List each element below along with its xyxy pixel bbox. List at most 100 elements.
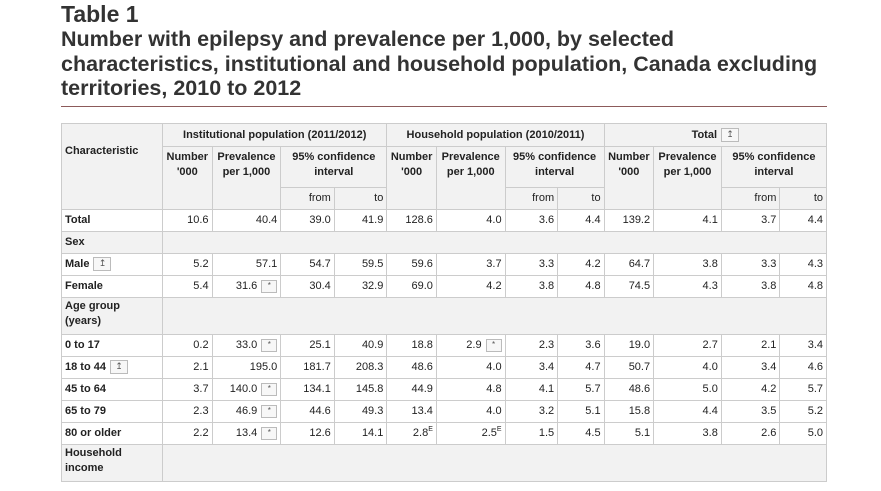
table-cell: 4.0 [435, 356, 506, 379]
cell-value: 3.2 [538, 405, 555, 417]
table-cell: 30.4 [280, 275, 335, 298]
cell-value: 32.9 [361, 280, 384, 292]
table-cell: 4.4 [653, 400, 722, 423]
table-cell: 4.6 [779, 356, 827, 379]
table-cell: 44.9 [386, 378, 437, 401]
cell-value: 39.0 [309, 214, 331, 226]
cell-value: 5.0 [702, 383, 718, 395]
cell-value: 4.2 [585, 258, 601, 270]
table-row: Female 5.4 31.6 * 30.4 32.9 69.0 4.2 3.8 4.8 74.5… [60, 275, 827, 298]
table-cell: 3.4 [504, 356, 559, 379]
cell-value: 4.3 [807, 258, 823, 270]
group-filler [162, 444, 827, 482]
cell-value: 74.5 [628, 280, 651, 292]
cell-value: 69.0 [411, 280, 433, 292]
table-cell: 140.0 * [211, 378, 282, 401]
cell-value: 2.8 [412, 427, 429, 439]
cell-value: 2.3 [193, 405, 209, 417]
footnote-icon[interactable]: ↥ [721, 128, 740, 143]
significance-icon[interactable]: * [261, 405, 278, 418]
cell-value: 2.6 [761, 427, 777, 439]
cell-value: 57.1 [255, 258, 278, 270]
cell-value: 4.1 [538, 383, 555, 395]
table-cell: 181.7 [280, 356, 335, 379]
cell-value: 4.3 [702, 280, 718, 292]
col-ci: 95% confidence interval [280, 146, 388, 188]
col-prevalence: Prevalence per 1,000 [653, 146, 722, 210]
table-cell: 3.8 [653, 422, 722, 445]
table-row-group: Sex [60, 231, 827, 254]
group-institutional: Institutional population (2011/2012) [162, 123, 388, 147]
cell-value: 4.0 [486, 361, 502, 373]
significance-icon[interactable]: * [261, 383, 278, 396]
table-cell: 4.2 [720, 378, 781, 401]
table-cell: 10.6 [162, 209, 213, 232]
cell-value: 3.8 [702, 427, 718, 439]
cell-value: 19.0 [628, 339, 651, 351]
table-cell: 32.9 [333, 275, 388, 298]
cell-value: 48.6 [411, 361, 433, 373]
cell-value: 25.1 [309, 339, 331, 351]
table-row-group: Age group (years) [60, 297, 827, 335]
group-filler [162, 297, 827, 335]
cell-value: 139.2 [622, 214, 651, 226]
table-cell: 14.1 [333, 422, 388, 445]
footnote-icon[interactable]: ↥ [93, 257, 112, 272]
table-cell: 5.1 [603, 422, 655, 445]
cell-value: 3.7 [486, 258, 502, 270]
table-cell: 2.2 [162, 422, 213, 445]
col-ci: 95% confidence interval [720, 146, 828, 188]
significance-icon[interactable]: * [485, 339, 502, 352]
significance-icon[interactable]: * [261, 339, 278, 352]
cell-value: 3.4 [807, 339, 823, 351]
cell-value: 3.4 [761, 361, 777, 373]
row-label: 45 to 64 [60, 378, 164, 401]
cell-value: 64.7 [628, 258, 651, 270]
quality-flag: E [496, 426, 502, 433]
row-label: Female [60, 275, 164, 298]
cell-value: 48.6 [628, 383, 651, 395]
table-cell: 3.8 [504, 275, 559, 298]
epilepsy-table: Characteristic Institutional population … [60, 123, 828, 482]
cell-value: 46.9 [235, 405, 258, 417]
table-cell: 4.8 [557, 275, 605, 298]
cell-value: 3.7 [193, 383, 209, 395]
cell-value: 10.6 [187, 214, 209, 226]
col-to: to [779, 187, 827, 210]
col-number: Number '000 [603, 146, 655, 210]
cell-value: 1.5 [538, 427, 555, 439]
significance-icon[interactable]: * [261, 280, 278, 293]
footnote-icon[interactable]: ↥ [109, 360, 128, 375]
cell-value: 41.9 [361, 214, 384, 226]
table-cell: 195.0 [211, 356, 282, 379]
row-label: Total [60, 209, 164, 232]
cell-value: 5.0 [807, 427, 823, 439]
cell-value: 44.9 [411, 383, 433, 395]
table-cell: 3.8 [720, 275, 781, 298]
cell-value: 12.6 [309, 427, 331, 439]
table-cell: 57.1 [211, 253, 282, 276]
cell-value: 15.8 [628, 405, 651, 417]
group-filler [162, 231, 827, 254]
significance-icon[interactable]: * [261, 427, 278, 440]
cell-value: 4.4 [585, 214, 601, 226]
table-cell: 3.2 [504, 400, 559, 423]
table-cell: 2.1 [162, 356, 213, 379]
table-cell: 4.2 [557, 253, 605, 276]
table-cell: 4.8 [435, 378, 506, 401]
col-ci: 95% confidence interval [504, 146, 605, 188]
table-cell: 4.4 [557, 209, 605, 232]
table-cell: 4.4 [779, 209, 827, 232]
table-cell: 54.7 [280, 253, 335, 276]
table-cell: 3.5 [720, 400, 781, 423]
caption-rule [61, 106, 827, 107]
table-cell: 4.3 [779, 253, 827, 276]
cell-value: 5.1 [634, 427, 651, 439]
table-cell: 2.3 [162, 400, 213, 423]
table-cell: 5.7 [779, 378, 827, 401]
cell-value: 2.9 [466, 339, 482, 351]
table-cell: 46.9 * [211, 400, 282, 423]
table-label: Table 1 [61, 1, 139, 27]
cell-value: 3.6 [538, 214, 555, 226]
